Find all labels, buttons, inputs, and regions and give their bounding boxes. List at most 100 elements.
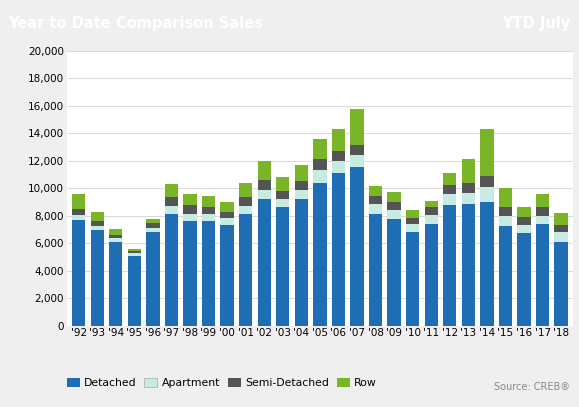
- Bar: [239, 197, 252, 206]
- Bar: [239, 214, 252, 326]
- Bar: [239, 183, 252, 197]
- Bar: [350, 145, 364, 155]
- Bar: [184, 194, 197, 206]
- Bar: [518, 207, 531, 217]
- Bar: [258, 199, 271, 326]
- Bar: [461, 159, 475, 184]
- Bar: [499, 226, 512, 326]
- Bar: [350, 155, 364, 167]
- Bar: [90, 226, 104, 230]
- Bar: [555, 225, 568, 232]
- Bar: [313, 183, 327, 326]
- Bar: [555, 213, 568, 225]
- Bar: [313, 171, 327, 183]
- Bar: [480, 187, 494, 202]
- Bar: [369, 214, 382, 326]
- Bar: [499, 208, 512, 216]
- Bar: [443, 195, 456, 205]
- Bar: [406, 218, 419, 224]
- Bar: [72, 220, 85, 326]
- Bar: [72, 195, 85, 209]
- Bar: [276, 191, 290, 199]
- Bar: [369, 204, 382, 214]
- Bar: [369, 186, 382, 196]
- Bar: [146, 223, 160, 228]
- Bar: [518, 217, 531, 225]
- Text: Source: CREB®: Source: CREB®: [494, 382, 570, 392]
- Bar: [461, 184, 475, 193]
- Bar: [165, 214, 178, 326]
- Bar: [332, 129, 345, 151]
- Bar: [461, 204, 475, 326]
- Bar: [109, 235, 122, 239]
- Bar: [221, 212, 234, 219]
- Bar: [387, 202, 401, 210]
- Bar: [424, 208, 438, 215]
- Bar: [443, 173, 456, 186]
- Bar: [332, 161, 345, 173]
- Bar: [165, 206, 178, 214]
- Bar: [480, 176, 494, 187]
- Bar: [350, 109, 364, 145]
- Bar: [258, 190, 271, 199]
- Bar: [295, 181, 308, 190]
- Bar: [90, 221, 104, 226]
- Bar: [443, 186, 456, 195]
- Bar: [202, 221, 215, 326]
- Bar: [387, 210, 401, 219]
- Bar: [184, 206, 197, 214]
- Bar: [350, 167, 364, 326]
- Bar: [258, 180, 271, 190]
- Text: YTD July: YTD July: [502, 16, 570, 31]
- Bar: [146, 228, 160, 232]
- Bar: [480, 202, 494, 326]
- Bar: [127, 256, 141, 326]
- Bar: [536, 207, 549, 216]
- Bar: [109, 229, 122, 235]
- Bar: [536, 224, 549, 326]
- Bar: [165, 184, 178, 197]
- Bar: [184, 214, 197, 221]
- Bar: [109, 239, 122, 242]
- Bar: [295, 199, 308, 326]
- Bar: [276, 199, 290, 208]
- Bar: [406, 232, 419, 326]
- Bar: [480, 129, 494, 176]
- Bar: [276, 177, 290, 191]
- Bar: [295, 190, 308, 199]
- Bar: [127, 254, 141, 256]
- Bar: [424, 224, 438, 326]
- Bar: [239, 206, 252, 214]
- Bar: [146, 219, 160, 223]
- Bar: [536, 194, 549, 207]
- Bar: [536, 216, 549, 224]
- Bar: [555, 243, 568, 326]
- Bar: [202, 214, 215, 221]
- Bar: [332, 151, 345, 161]
- Bar: [109, 242, 122, 326]
- Bar: [146, 232, 160, 326]
- Bar: [369, 196, 382, 204]
- Bar: [221, 219, 234, 225]
- Bar: [313, 160, 327, 171]
- Bar: [387, 219, 401, 326]
- Bar: [555, 232, 568, 243]
- Bar: [221, 225, 234, 326]
- Bar: [90, 230, 104, 326]
- Bar: [127, 249, 141, 251]
- Bar: [313, 139, 327, 160]
- Bar: [406, 210, 419, 218]
- Bar: [518, 225, 531, 233]
- Bar: [221, 202, 234, 212]
- Text: Year to Date Comparison Sales: Year to Date Comparison Sales: [9, 16, 263, 31]
- Bar: [184, 221, 197, 326]
- Bar: [424, 201, 438, 208]
- Bar: [499, 216, 512, 226]
- Bar: [332, 173, 345, 326]
- Bar: [424, 215, 438, 224]
- Bar: [72, 215, 85, 220]
- Bar: [499, 188, 512, 208]
- Bar: [461, 193, 475, 204]
- Bar: [387, 192, 401, 202]
- Bar: [258, 161, 271, 180]
